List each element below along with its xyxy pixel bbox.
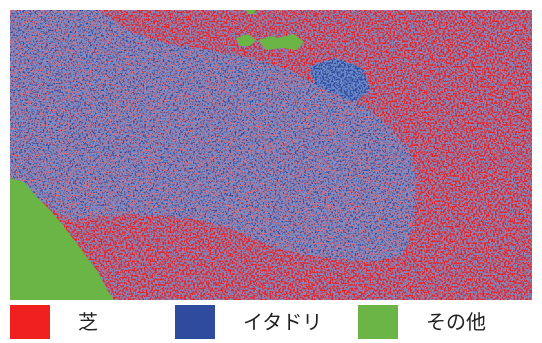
legend: 芝 イタドリ その他 xyxy=(10,305,532,339)
classification-map-image xyxy=(10,10,532,300)
other-region xyxy=(10,178,114,300)
legend-swatch-grass xyxy=(10,305,50,339)
other-patch xyxy=(278,34,304,50)
other-patch xyxy=(258,36,284,50)
other-patch xyxy=(246,10,256,14)
other-patch xyxy=(236,34,256,46)
classification-map xyxy=(10,10,532,300)
legend-label-grass: 芝 xyxy=(78,310,98,334)
legend-swatch-other xyxy=(358,305,398,339)
legend-label-itadori: イタドリ xyxy=(243,310,323,334)
legend-label-other: その他 xyxy=(426,310,486,334)
legend-swatch-itadori xyxy=(175,305,215,339)
